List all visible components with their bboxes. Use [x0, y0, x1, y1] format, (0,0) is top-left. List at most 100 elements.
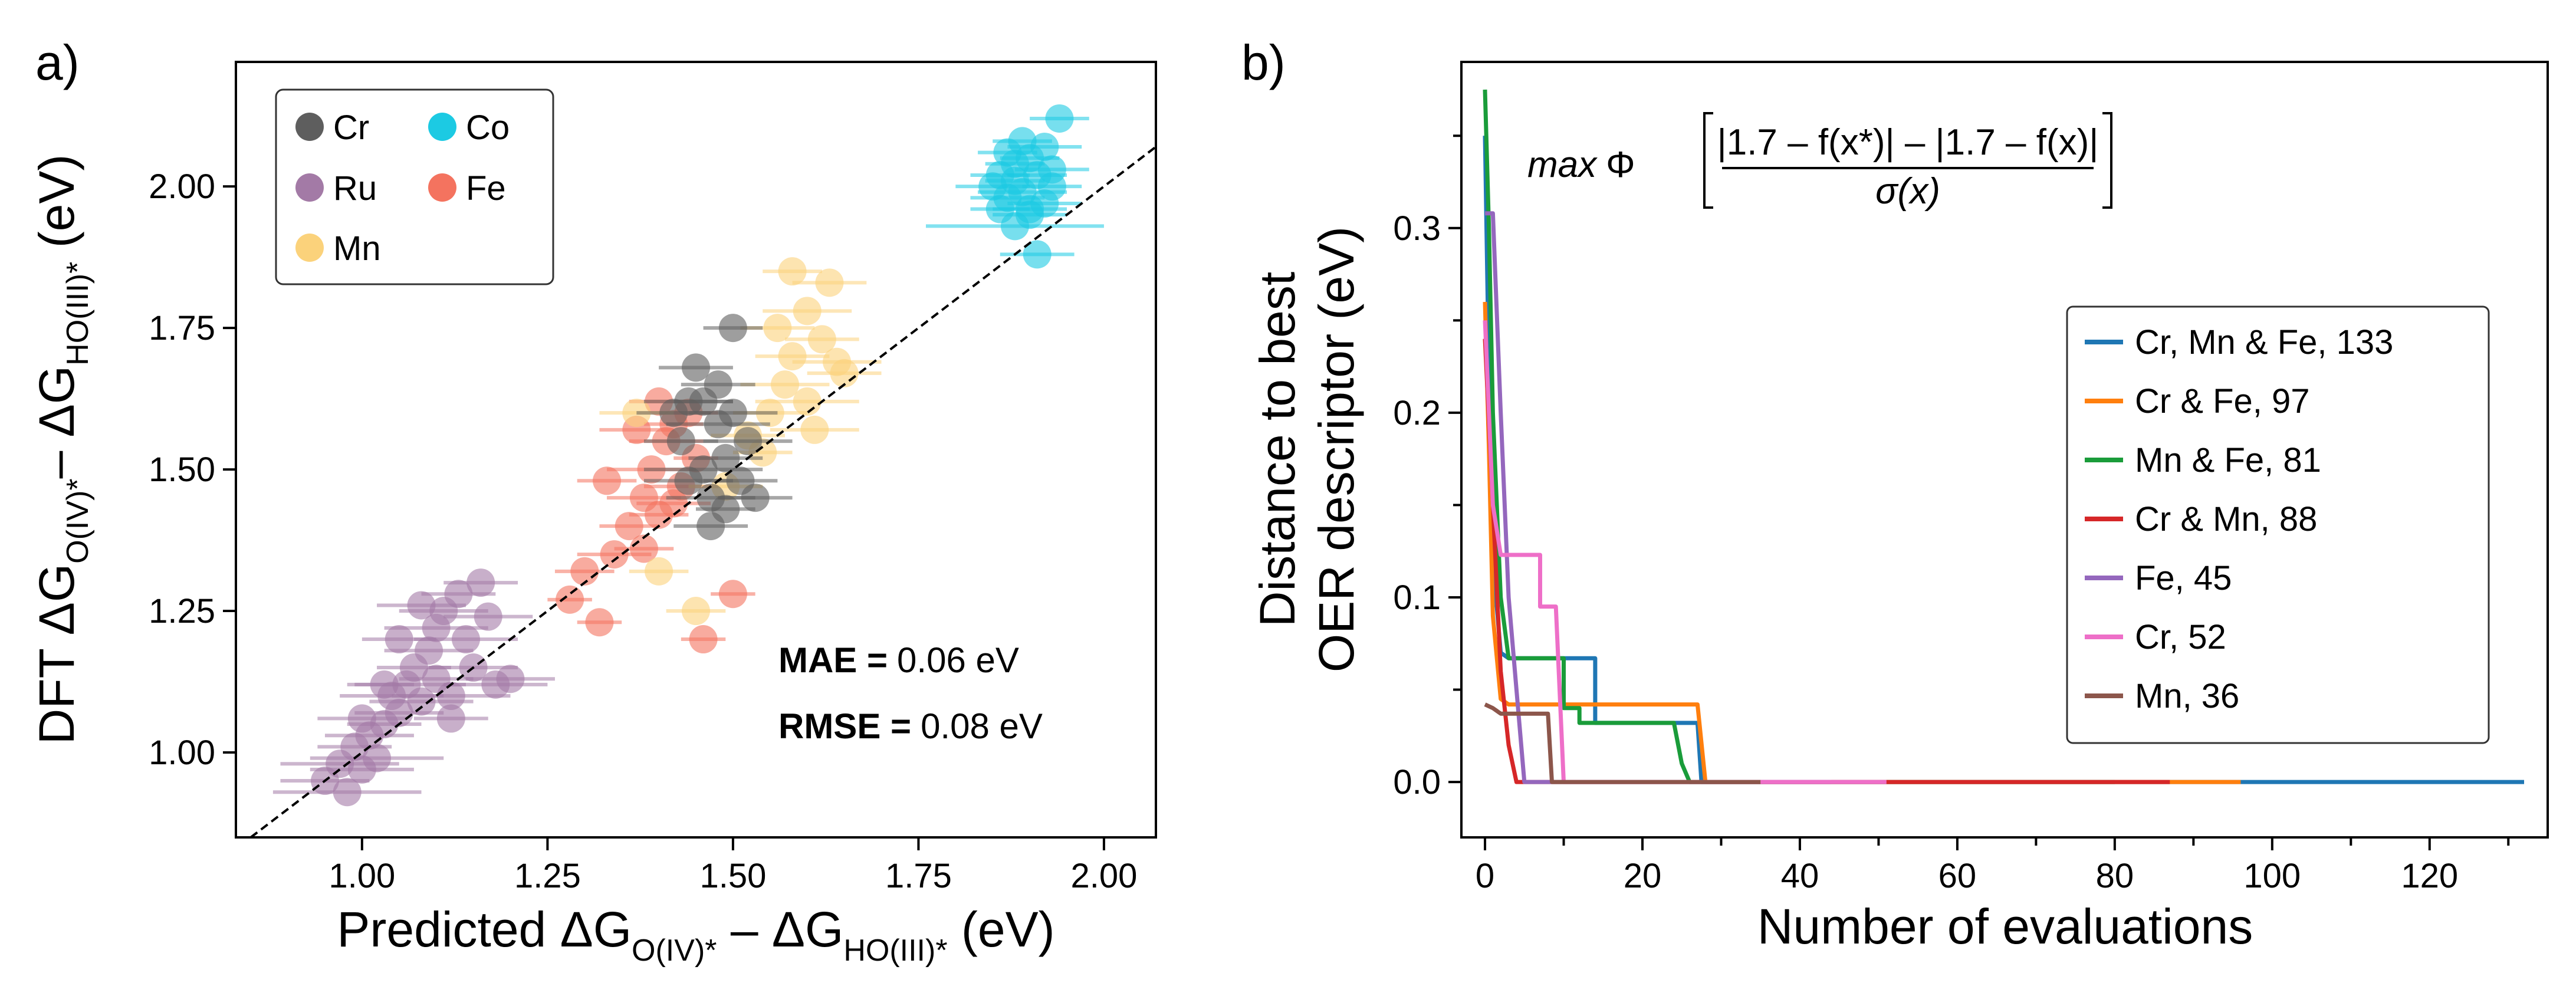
- point-mn-16: [823, 347, 852, 376]
- b-legend-label-1: Cr & Fe, 97: [2135, 382, 2310, 420]
- panel-b-lines: [1483, 89, 2524, 784]
- point-fe-0: [556, 585, 584, 614]
- formula-left-bracket: [1703, 112, 1713, 209]
- b-xtick-label-4: 80: [2096, 857, 2134, 895]
- point-ru-23: [347, 704, 376, 733]
- rmse-label: RMSE =: [778, 706, 911, 746]
- b-legend-label-5: Cr, 52: [2135, 618, 2226, 656]
- point-ru-12: [415, 636, 443, 665]
- panel-a-xlabel-prefix: Predicted ΔG: [337, 902, 632, 957]
- point-cr-15: [741, 484, 770, 512]
- point-cr-10: [734, 427, 763, 456]
- panel-a-xlabel-mid: – ΔG: [717, 902, 844, 957]
- point-co-15: [1023, 240, 1052, 269]
- point-mn-7: [815, 268, 844, 297]
- panel-a-ylabel-prefix: DFT ΔG: [29, 564, 84, 745]
- panel-a-x-label: Predicted ΔGO(IV)* – ΔGHO(III)* (eV): [337, 902, 1054, 968]
- panel-b-label: b): [1241, 35, 1286, 90]
- legend-label-fe: Fe: [466, 169, 506, 208]
- panel-b-y-label-line1: Distance to best: [1250, 272, 1305, 627]
- point-ru-28: [496, 665, 525, 693]
- panel-b-legend-box: [2066, 305, 2490, 744]
- point-ru-25: [333, 778, 362, 807]
- formula-max: max: [1527, 144, 1598, 185]
- b-ytick-label-3: 0.3: [1393, 209, 1441, 248]
- point-fe-15: [593, 466, 622, 495]
- panel-b-axes-frame: [1460, 61, 2549, 839]
- a-xtick-label-4: 2.00: [1070, 857, 1137, 895]
- acquisition-formula: max Φ |1.7 – f(x*)| – |1.7 – f(x)| σ(x): [1527, 112, 2112, 212]
- point-co-13: [1030, 189, 1059, 218]
- point-ru-21: [474, 602, 502, 631]
- legend-label-cr: Cr: [333, 109, 369, 147]
- panel-b-y-ticks: 0.0 0.1 0.2 0.3: [1393, 134, 1461, 801]
- point-cr-14: [704, 370, 732, 399]
- point-mn-12: [645, 557, 673, 586]
- panel-a-ylabel-sub2: HO(III)*: [61, 262, 95, 366]
- formula-denominator: σ(x): [1875, 171, 1940, 212]
- point-cr-13: [674, 466, 703, 495]
- mae-label: MAE =: [778, 640, 888, 680]
- a-xtick-label-3: 1.75: [885, 857, 952, 895]
- a-xtick-label-2: 1.50: [699, 857, 766, 895]
- panel-a-xlabel-sub2: HO(III)*: [843, 933, 947, 968]
- point-fe-1: [570, 557, 599, 586]
- series-line-2: [1483, 89, 2115, 784]
- series-line-6: [1484, 702, 1761, 784]
- formula-right-bracket: [2102, 112, 2112, 209]
- legend-label-ru: Ru: [333, 169, 377, 208]
- a-ytick-label-4: 2.00: [149, 167, 215, 206]
- point-fe-2: [585, 608, 614, 637]
- series-line-4: [1485, 211, 1832, 784]
- point-mn-5: [793, 297, 822, 326]
- b-legend-label-2: Mn & Fe, 81: [2135, 441, 2321, 479]
- b-xtick-label-6: 120: [2401, 857, 2458, 895]
- point-co-19: [1000, 166, 1029, 195]
- point-cr-6: [711, 443, 740, 472]
- b-legend-label-4: Fe, 45: [2135, 559, 2232, 597]
- panel-b-legend: Cr, Mn & Fe, 133 Cr & Fe, 97 Mn & Fe, 81 Cr…: [2066, 305, 2490, 744]
- point-mn-8: [800, 415, 829, 444]
- point-mn-4: [807, 325, 836, 354]
- b-legend-label-0: Cr, Mn & Fe, 133: [2135, 323, 2393, 361]
- point-cr-2: [682, 353, 710, 382]
- point-ru-26: [407, 591, 436, 620]
- point-cr-0: [666, 427, 695, 456]
- formula-numerator: |1.7 – f(x*)| – |1.7 – f(x)|: [1717, 122, 2099, 163]
- b-xtick-label-5: 100: [2243, 857, 2301, 895]
- rmse-value: 0.08 eV: [921, 706, 1043, 746]
- panel-a-y-label: DFT ΔGO(IV)*– ΔGHO(III)* (eV): [29, 155, 95, 745]
- panel-a-legend-box: [275, 88, 554, 285]
- a-xtick-label-1: 1.25: [514, 857, 581, 895]
- b-legend-label-6: Mn, 36: [2135, 677, 2239, 715]
- b-xtick-label-0: 0: [1476, 857, 1494, 895]
- panel-a-legend: Cr Co Ru Fe Mn: [275, 88, 554, 285]
- b-xtick-label-2: 40: [1781, 857, 1819, 895]
- legend-label-co: Co: [466, 109, 510, 147]
- legend-marker-fe: [428, 173, 456, 202]
- b-legend-label-3: Cr & Mn, 88: [2135, 500, 2317, 538]
- point-co-17: [985, 195, 1014, 223]
- point-ru-27: [436, 704, 465, 733]
- a-ytick-label-1: 1.25: [149, 592, 215, 630]
- legend-marker-cr: [295, 113, 324, 141]
- panel-b: b) 0 20 40 60 80 100 120 0.0 0.1 0.2 0.3 max Φ |1.…: [1241, 35, 2549, 954]
- formula-phi: Φ: [1606, 144, 1635, 185]
- point-mn-6: [778, 257, 807, 286]
- a-xtick-label-0: 1.00: [328, 857, 395, 895]
- point-cr-16: [659, 399, 688, 428]
- panel-a-label: a): [35, 35, 80, 90]
- legend-marker-ru: [295, 173, 324, 202]
- panel-a-x-ticks: 1.00 1.25 1.50 1.75 2.00: [328, 837, 1137, 895]
- panel-a-ylabel-mid: – ΔG: [29, 366, 84, 479]
- point-cr-8: [718, 314, 747, 343]
- point-cr-17: [711, 495, 740, 524]
- a-ytick-label-3: 1.75: [149, 309, 215, 347]
- series-line-5: [1483, 320, 1887, 784]
- point-fe-17: [689, 625, 718, 654]
- panel-b-x-ticks: 0 20 40 60 80 100 120: [1476, 837, 2510, 895]
- point-mn-1: [770, 370, 799, 399]
- panel-a-ylabel-suffix: (eV): [29, 155, 84, 262]
- a-ytick-label-0: 1.00: [149, 734, 215, 772]
- panel-a-xlabel-sub1: O(IV)*: [632, 933, 717, 968]
